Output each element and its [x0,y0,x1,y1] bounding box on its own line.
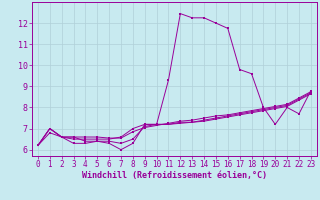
X-axis label: Windchill (Refroidissement éolien,°C): Windchill (Refroidissement éolien,°C) [82,171,267,180]
